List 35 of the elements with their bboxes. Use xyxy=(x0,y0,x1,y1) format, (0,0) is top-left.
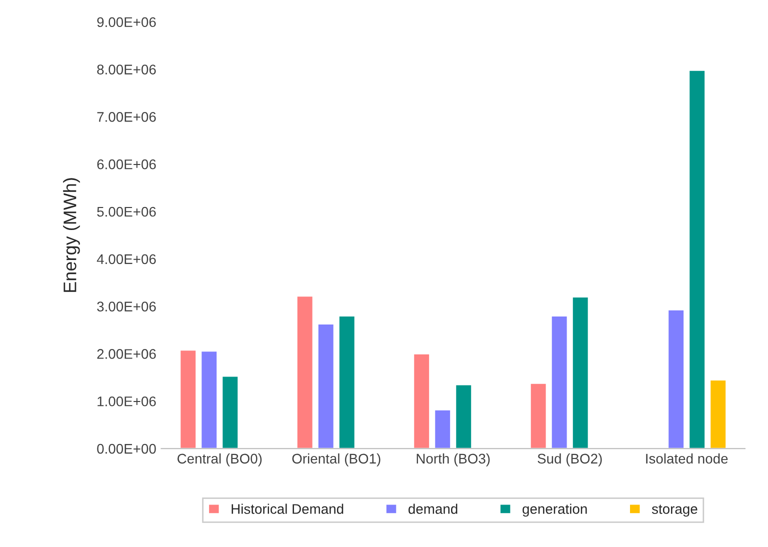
y-tick-label: 0.00E+00 xyxy=(97,444,156,454)
bar xyxy=(454,384,472,449)
bar xyxy=(338,315,356,449)
bar xyxy=(709,379,727,449)
bar xyxy=(550,315,568,449)
bar xyxy=(221,375,240,449)
x-tick-label: North (BO3) xyxy=(416,453,490,466)
x-tick-label: Isolated node xyxy=(646,453,728,464)
legend-label: generation xyxy=(522,504,587,517)
legend-label: Historical Demand xyxy=(232,504,344,514)
legend-label: storage xyxy=(652,504,698,517)
y-tick-label: 7.00E+06 xyxy=(97,112,156,122)
x-tick-label: Central (BO0) xyxy=(178,453,262,466)
bar xyxy=(179,349,197,449)
y-axis-title: Energy (MWh) xyxy=(63,178,80,292)
y-tick-label: 2.00E+06 xyxy=(97,349,156,359)
y-tick-label: 4.00E+06 xyxy=(96,254,156,264)
bar xyxy=(317,323,335,449)
bar xyxy=(200,350,218,449)
y-tick-label: 1.00E+06 xyxy=(98,396,156,406)
bar xyxy=(529,382,548,449)
bar xyxy=(434,408,452,449)
y-tick-label: 5.00E+06 xyxy=(97,206,156,217)
bar xyxy=(667,308,685,449)
bar xyxy=(412,353,430,449)
x-tick-label: Sud (BO2) xyxy=(538,453,602,466)
y-tick-label: 8.00E+06 xyxy=(97,64,156,74)
bar xyxy=(688,70,706,449)
y-tick-label: 9.00E+06 xyxy=(97,17,156,28)
legend-label: demand xyxy=(408,504,458,514)
y-tick-label: 6.00E+06 xyxy=(97,159,156,170)
y-tick-label: 3.00E+06 xyxy=(97,302,156,312)
bar xyxy=(296,295,314,449)
bar xyxy=(571,296,590,449)
x-tick-label: Oriental (BO1) xyxy=(292,453,380,466)
